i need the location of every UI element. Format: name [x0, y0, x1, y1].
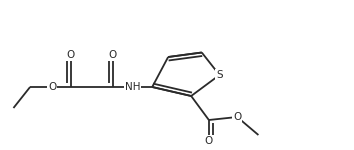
- Text: S: S: [216, 70, 223, 80]
- Text: O: O: [67, 51, 75, 60]
- Text: O: O: [108, 51, 117, 60]
- Text: NH: NH: [125, 82, 141, 92]
- Text: O: O: [48, 82, 57, 92]
- Text: O: O: [205, 136, 213, 146]
- Text: O: O: [233, 112, 241, 122]
